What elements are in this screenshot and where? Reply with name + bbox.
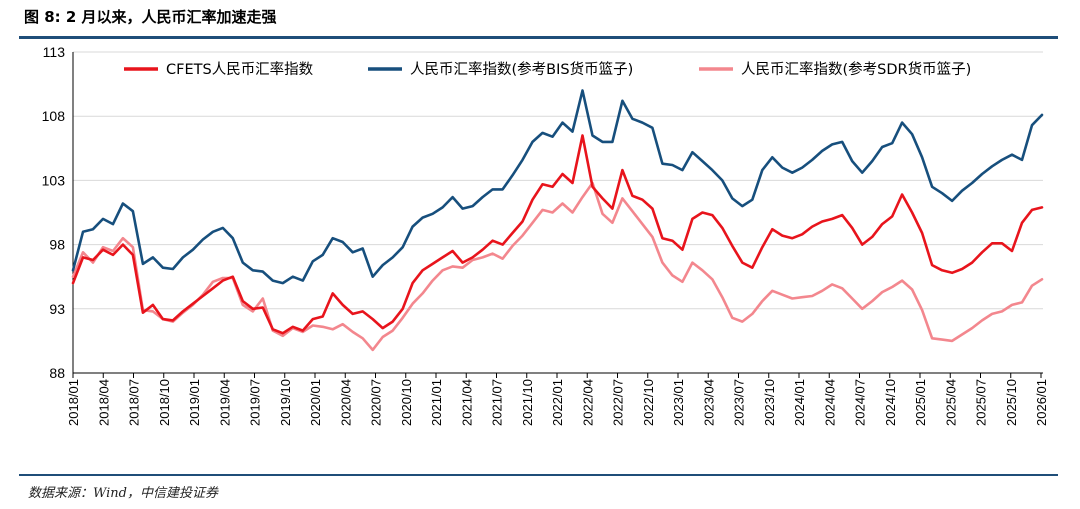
- x-axis-ticks: 2018/01 2018/04 2018/07 2018/10 2019/01 2019/…: [66, 373, 1049, 426]
- x-tick-label: 2019/04: [217, 379, 232, 426]
- legend-label-cfets: CFETS人民币汇率指数: [166, 61, 314, 78]
- y-tick-label: 113: [43, 44, 66, 60]
- x-tick-label: 2020/07: [369, 379, 384, 426]
- x-tick-label: 2019/01: [187, 379, 202, 426]
- x-tick-label: 2023/07: [732, 379, 747, 426]
- x-tick-label: 2025/10: [1004, 379, 1019, 426]
- x-tick-label: 2024/01: [792, 379, 807, 426]
- x-tick-label: 2024/04: [822, 379, 837, 426]
- figure-title: 图 8: 2 月以来，人民币汇率加速走强: [24, 8, 277, 26]
- x-tick-label: 2025/07: [974, 379, 989, 426]
- x-tick-label: 2025/04: [943, 379, 958, 426]
- x-tick-label: 2024/07: [853, 379, 868, 426]
- x-tick-label: 2018/07: [127, 379, 142, 426]
- y-tick-label: 93: [49, 301, 65, 317]
- x-tick-label: 2023/04: [701, 379, 716, 426]
- y-axis-ticks: 88 93 98 103 108 113: [42, 44, 66, 381]
- series-line-bis: [71, 89, 1044, 285]
- x-tick-label: 2020/01: [308, 379, 323, 426]
- legend-label-bis: 人民币汇率指数(参考BIS货币篮子): [410, 60, 633, 78]
- x-tick-label: 2020/04: [338, 379, 353, 426]
- x-tick-label: 2022/10: [641, 379, 656, 426]
- y-tick-label: 108: [42, 108, 66, 124]
- x-tick-label: 2020/10: [399, 379, 414, 426]
- x-tick-label: 2025/01: [913, 379, 928, 426]
- y-tick-label: 98: [49, 237, 65, 253]
- top-rule: [19, 36, 1058, 39]
- source-note: 数据来源：Wind，中信建投证券: [28, 486, 218, 501]
- series-lines: [71, 89, 1044, 352]
- x-tick-label: 2019/07: [248, 379, 263, 426]
- axes: [72, 52, 1043, 374]
- x-tick-label: 2018/10: [157, 379, 172, 426]
- x-tick-label: 2021/07: [490, 379, 505, 426]
- x-tick-label: 2026/01: [1034, 379, 1049, 426]
- x-tick-label: 2021/10: [520, 379, 535, 426]
- legend: CFETS人民币汇率指数 人民币汇率指数(参考BIS货币篮子) 人民币汇率指数(…: [124, 60, 971, 78]
- legend-label-sdr: 人民币汇率指数(参考SDR货币篮子): [741, 60, 971, 78]
- x-tick-label: 2018/01: [66, 379, 81, 426]
- x-tick-label: 2022/01: [550, 379, 565, 426]
- x-tick-label: 2022/07: [611, 379, 626, 426]
- x-tick-label: 2023/10: [762, 379, 777, 426]
- x-tick-label: 2023/01: [671, 379, 686, 426]
- y-tick-label: 88: [49, 365, 65, 381]
- bottom-rule: [19, 474, 1058, 476]
- x-tick-label: 2019/10: [278, 379, 293, 426]
- x-tick-label: 2024/10: [883, 379, 898, 426]
- x-tick-label: 2021/04: [459, 379, 474, 426]
- x-tick-label: 2021/01: [429, 379, 444, 426]
- x-tick-label: 2022/04: [580, 379, 595, 426]
- series-line-cfets: [71, 134, 1044, 335]
- y-tick-label: 103: [42, 172, 66, 188]
- x-tick-label: 2018/04: [96, 379, 111, 426]
